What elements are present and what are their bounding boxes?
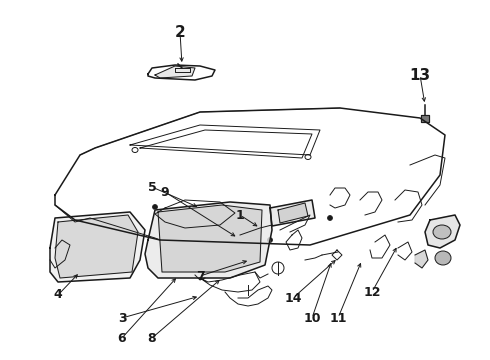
Polygon shape xyxy=(50,212,145,282)
Text: 10: 10 xyxy=(303,311,321,324)
Ellipse shape xyxy=(268,238,272,243)
Text: 4: 4 xyxy=(53,288,62,302)
Text: 12: 12 xyxy=(363,285,381,298)
Text: 14: 14 xyxy=(284,292,302,305)
Ellipse shape xyxy=(152,204,157,210)
Text: 7: 7 xyxy=(196,270,204,283)
Text: 6: 6 xyxy=(118,332,126,345)
Text: 8: 8 xyxy=(147,332,156,345)
Text: 9: 9 xyxy=(161,185,170,198)
Ellipse shape xyxy=(327,216,333,220)
Text: 11: 11 xyxy=(329,311,347,324)
Text: 2: 2 xyxy=(174,24,185,40)
Text: 13: 13 xyxy=(410,68,431,82)
Polygon shape xyxy=(55,215,138,278)
Ellipse shape xyxy=(435,251,451,265)
Polygon shape xyxy=(425,215,460,248)
Text: 3: 3 xyxy=(118,311,126,324)
Text: 1: 1 xyxy=(236,208,245,221)
Ellipse shape xyxy=(433,225,451,239)
Polygon shape xyxy=(278,203,308,223)
Polygon shape xyxy=(145,202,272,278)
Text: 5: 5 xyxy=(147,180,156,194)
Polygon shape xyxy=(415,250,428,268)
Polygon shape xyxy=(421,115,429,122)
Polygon shape xyxy=(158,205,262,272)
Polygon shape xyxy=(155,66,195,78)
Polygon shape xyxy=(270,200,315,226)
